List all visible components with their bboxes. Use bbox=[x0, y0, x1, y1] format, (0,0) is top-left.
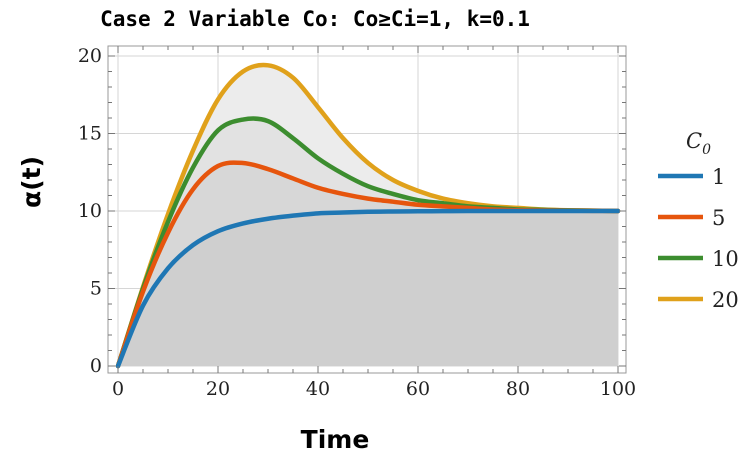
x-tick-label: 40 bbox=[306, 378, 330, 400]
legend-title: C0 bbox=[686, 129, 711, 158]
x-axis-label: Time bbox=[301, 425, 370, 454]
x-tick-label: 80 bbox=[506, 378, 530, 400]
legend-label-10: 10 bbox=[712, 247, 739, 271]
y-tick-label: 10 bbox=[78, 200, 102, 222]
y-tick-label: 15 bbox=[78, 123, 102, 145]
y-tick-label: 5 bbox=[90, 278, 102, 300]
series-lines bbox=[115, 62, 621, 369]
y-tick-label: 0 bbox=[90, 355, 102, 377]
x-tick-label: 60 bbox=[406, 378, 430, 400]
series-line-1 bbox=[115, 208, 621, 369]
chart-title: Case 2 Variable Co: Co≥Ci=1, k=0.1 bbox=[100, 7, 530, 31]
legend: C0 1 5 10 20 bbox=[658, 129, 739, 312]
x-tick-label: 100 bbox=[600, 378, 636, 400]
legend-items: 1 5 10 20 bbox=[658, 165, 739, 312]
legend-label-20: 20 bbox=[712, 288, 739, 312]
area-fills bbox=[118, 65, 618, 366]
y-tick-label: 20 bbox=[78, 45, 102, 67]
x-tick-label: 0 bbox=[112, 378, 124, 400]
legend-label-1: 1 bbox=[712, 165, 725, 189]
area-fill-1 bbox=[118, 210, 618, 366]
x-axis-ticks: 0 20 40 60 80 100 bbox=[112, 46, 636, 400]
y-axis-label: α(t) bbox=[17, 156, 46, 208]
legend-label-5: 5 bbox=[712, 206, 725, 230]
y-axis-ticks: 0 5 10 15 20 bbox=[78, 45, 626, 377]
x-tick-label: 20 bbox=[206, 378, 230, 400]
